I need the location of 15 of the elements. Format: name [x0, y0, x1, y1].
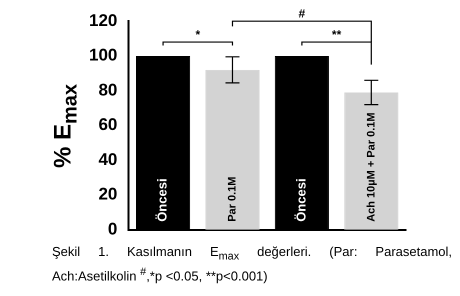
y-tick-label: 0: [108, 219, 118, 238]
y-tick-label: 40: [98, 150, 118, 169]
annotation: *: [195, 27, 200, 42]
y-tick-label: 80: [98, 80, 118, 100]
y-tick-label: 20: [98, 184, 118, 204]
y-tick-label: 100: [88, 46, 118, 65]
annotation: #: [298, 6, 306, 21]
x-tick-label: Par 0.1M: [226, 176, 239, 222]
x-tick-label: Öncesi: [154, 178, 170, 222]
x-tick-label: Ach 10µM + Par 0.1M: [365, 112, 378, 222]
y-tick-label: 60: [98, 115, 118, 134]
x-tick-label: Öncesi: [293, 178, 308, 222]
text: Şekil 1. Kasılmanın E$_{max}$ değerleri. (Par: Parasetamol, Ach:Asetilkolin $^{#}$,*p <0.05, **p<0.001): [52, 244, 452, 283]
annotation: **: [332, 27, 342, 42]
y-tick-label: 120: [88, 10, 118, 30]
